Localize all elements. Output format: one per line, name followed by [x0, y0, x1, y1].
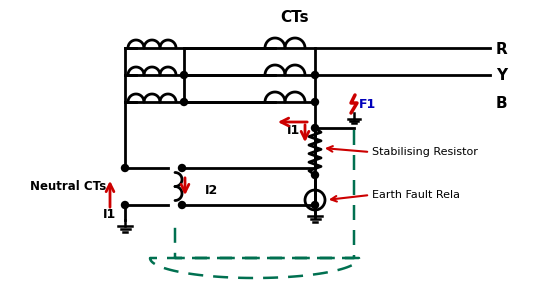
Circle shape	[179, 202, 185, 208]
Circle shape	[179, 165, 185, 171]
Text: I1: I1	[287, 123, 301, 136]
Text: R: R	[496, 41, 508, 57]
Text: Neutral CTs: Neutral CTs	[30, 180, 106, 193]
Circle shape	[311, 99, 319, 105]
Circle shape	[181, 72, 188, 78]
Text: Stabilising Resistor: Stabilising Resistor	[372, 147, 478, 157]
Text: I1: I1	[103, 208, 117, 221]
Text: B: B	[496, 96, 507, 110]
Circle shape	[311, 72, 319, 78]
Text: Earth Fault Rela: Earth Fault Rela	[372, 190, 460, 200]
Circle shape	[122, 202, 128, 208]
Circle shape	[122, 165, 128, 171]
Circle shape	[311, 171, 319, 178]
Text: F1: F1	[359, 97, 376, 110]
Circle shape	[311, 125, 319, 131]
Text: CTs: CTs	[281, 10, 309, 25]
Circle shape	[181, 99, 188, 105]
Circle shape	[311, 202, 319, 208]
Text: I2: I2	[205, 184, 218, 197]
Text: Y: Y	[496, 68, 507, 83]
